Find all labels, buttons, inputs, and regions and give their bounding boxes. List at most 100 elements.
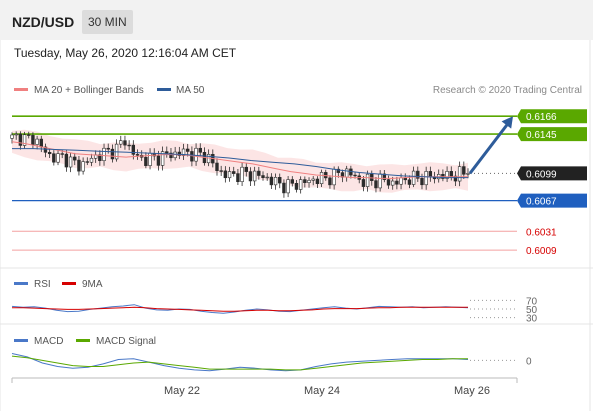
candle-body	[68, 156, 73, 168]
candle-body	[428, 171, 433, 178]
candle-body	[261, 175, 265, 178]
candle-body	[462, 166, 466, 175]
candle-body	[411, 170, 416, 185]
candle-body	[265, 176, 269, 179]
candle-body	[186, 148, 190, 152]
level-tag-0.6099	[517, 166, 587, 181]
instrument-title: NZD/USD	[12, 14, 75, 30]
candle-body	[232, 171, 236, 174]
candle-body	[223, 170, 228, 179]
level-tag-0.6067	[517, 193, 587, 208]
macd-signal-legend-label: MACD Signal	[96, 336, 156, 347]
candle-body	[344, 168, 349, 178]
candle-body	[236, 173, 240, 182]
candle-body	[386, 179, 391, 186]
level-label-0.6145: 0.6145	[526, 130, 557, 141]
candle-body	[332, 168, 336, 186]
candle-body	[81, 161, 85, 172]
candle-body	[198, 147, 202, 153]
forecast-arrow-head	[501, 116, 513, 129]
candle-body	[319, 172, 324, 185]
candle-body	[416, 170, 420, 179]
candle-body	[135, 154, 140, 156]
candle-body	[39, 138, 43, 148]
candle-body	[294, 183, 299, 190]
level-label-0.6099: 0.6099	[526, 169, 557, 180]
candle-body	[10, 134, 14, 139]
candle-body	[278, 177, 282, 184]
candle-body	[35, 138, 39, 145]
ma50-legend-label: MA 50	[176, 85, 205, 96]
candle-body	[47, 152, 52, 155]
rsi-level-label-50: 50	[526, 305, 538, 316]
timeframe-badge[interactable]: 30 MIN	[82, 10, 133, 34]
ma20-legend-swatch	[14, 88, 28, 91]
candle-body	[194, 147, 198, 162]
ma50-legend-swatch	[157, 88, 171, 91]
nine-ma-legend-swatch	[62, 282, 76, 285]
candle-body	[298, 179, 303, 190]
level-tag-0.6166	[517, 109, 587, 124]
key-levels	[12, 115, 517, 251]
candle-body	[399, 177, 403, 185]
candle-body	[307, 180, 311, 183]
rsi-legend-swatch	[14, 282, 28, 285]
level-label-0.6009: 0.6009	[526, 246, 557, 257]
candle-body	[73, 156, 77, 161]
candle-body	[56, 153, 60, 163]
macd-legend-label: MACD	[34, 336, 63, 347]
candle-body	[457, 166, 462, 182]
x-tick-label: May 24	[304, 385, 340, 397]
level-tag-0.6145	[517, 127, 587, 142]
candle-body	[395, 180, 399, 185]
ma20-legend-label: MA 20 + Bollinger Bands	[34, 85, 144, 96]
level-label-0.6031: 0.6031	[526, 227, 557, 238]
candle-body	[102, 147, 106, 161]
moving-averages	[11, 141, 468, 179]
candle-body	[328, 177, 332, 186]
level-label-0.6166: 0.6166	[526, 112, 557, 123]
candle-body	[424, 171, 428, 186]
candle-body	[85, 161, 90, 163]
candle-body	[131, 144, 136, 155]
candle-body	[303, 179, 307, 183]
candle-body	[165, 151, 169, 154]
macd-signal-legend-swatch	[76, 339, 90, 342]
nine-ma-legend-label: 9MA	[82, 279, 103, 290]
candle-body	[127, 144, 131, 147]
candle-body	[445, 171, 449, 179]
candle-body	[269, 176, 274, 186]
rsi-level-label-30: 30	[526, 314, 538, 325]
candle-body	[27, 134, 31, 136]
candle-body	[31, 135, 35, 145]
ma50-line	[12, 148, 468, 179]
header-bar: NZD/USD 30 MIN	[0, 0, 593, 40]
candle-body	[98, 154, 102, 161]
candle-body	[244, 166, 248, 172]
bollinger-bands	[12, 129, 468, 193]
rsi-level-label-70: 70	[526, 296, 538, 307]
macd-level-label-0: 0	[526, 356, 532, 367]
candle-body	[407, 179, 412, 185]
candle-body	[14, 133, 18, 136]
candle-body	[52, 153, 56, 163]
candle-body	[273, 177, 278, 186]
candle-body	[169, 152, 173, 159]
candle-body	[420, 178, 424, 186]
rsi-legend-label: RSI	[34, 279, 51, 290]
candle-body	[22, 134, 27, 146]
candle-body	[77, 159, 81, 172]
level-labels: 0.6166 0.6145 0.6099 0.6067 0.6031 0.6009	[517, 109, 587, 257]
candle-body	[378, 173, 382, 189]
candle-body	[286, 179, 290, 194]
level-label-0.6067: 0.6067	[526, 197, 557, 208]
x-axis: May 22 May 24 May 26	[11, 377, 518, 397]
candle-body	[215, 162, 219, 171]
candle-body	[123, 140, 127, 146]
candle-body	[353, 174, 357, 177]
candle-body	[252, 170, 257, 182]
macd-line	[11, 353, 469, 372]
